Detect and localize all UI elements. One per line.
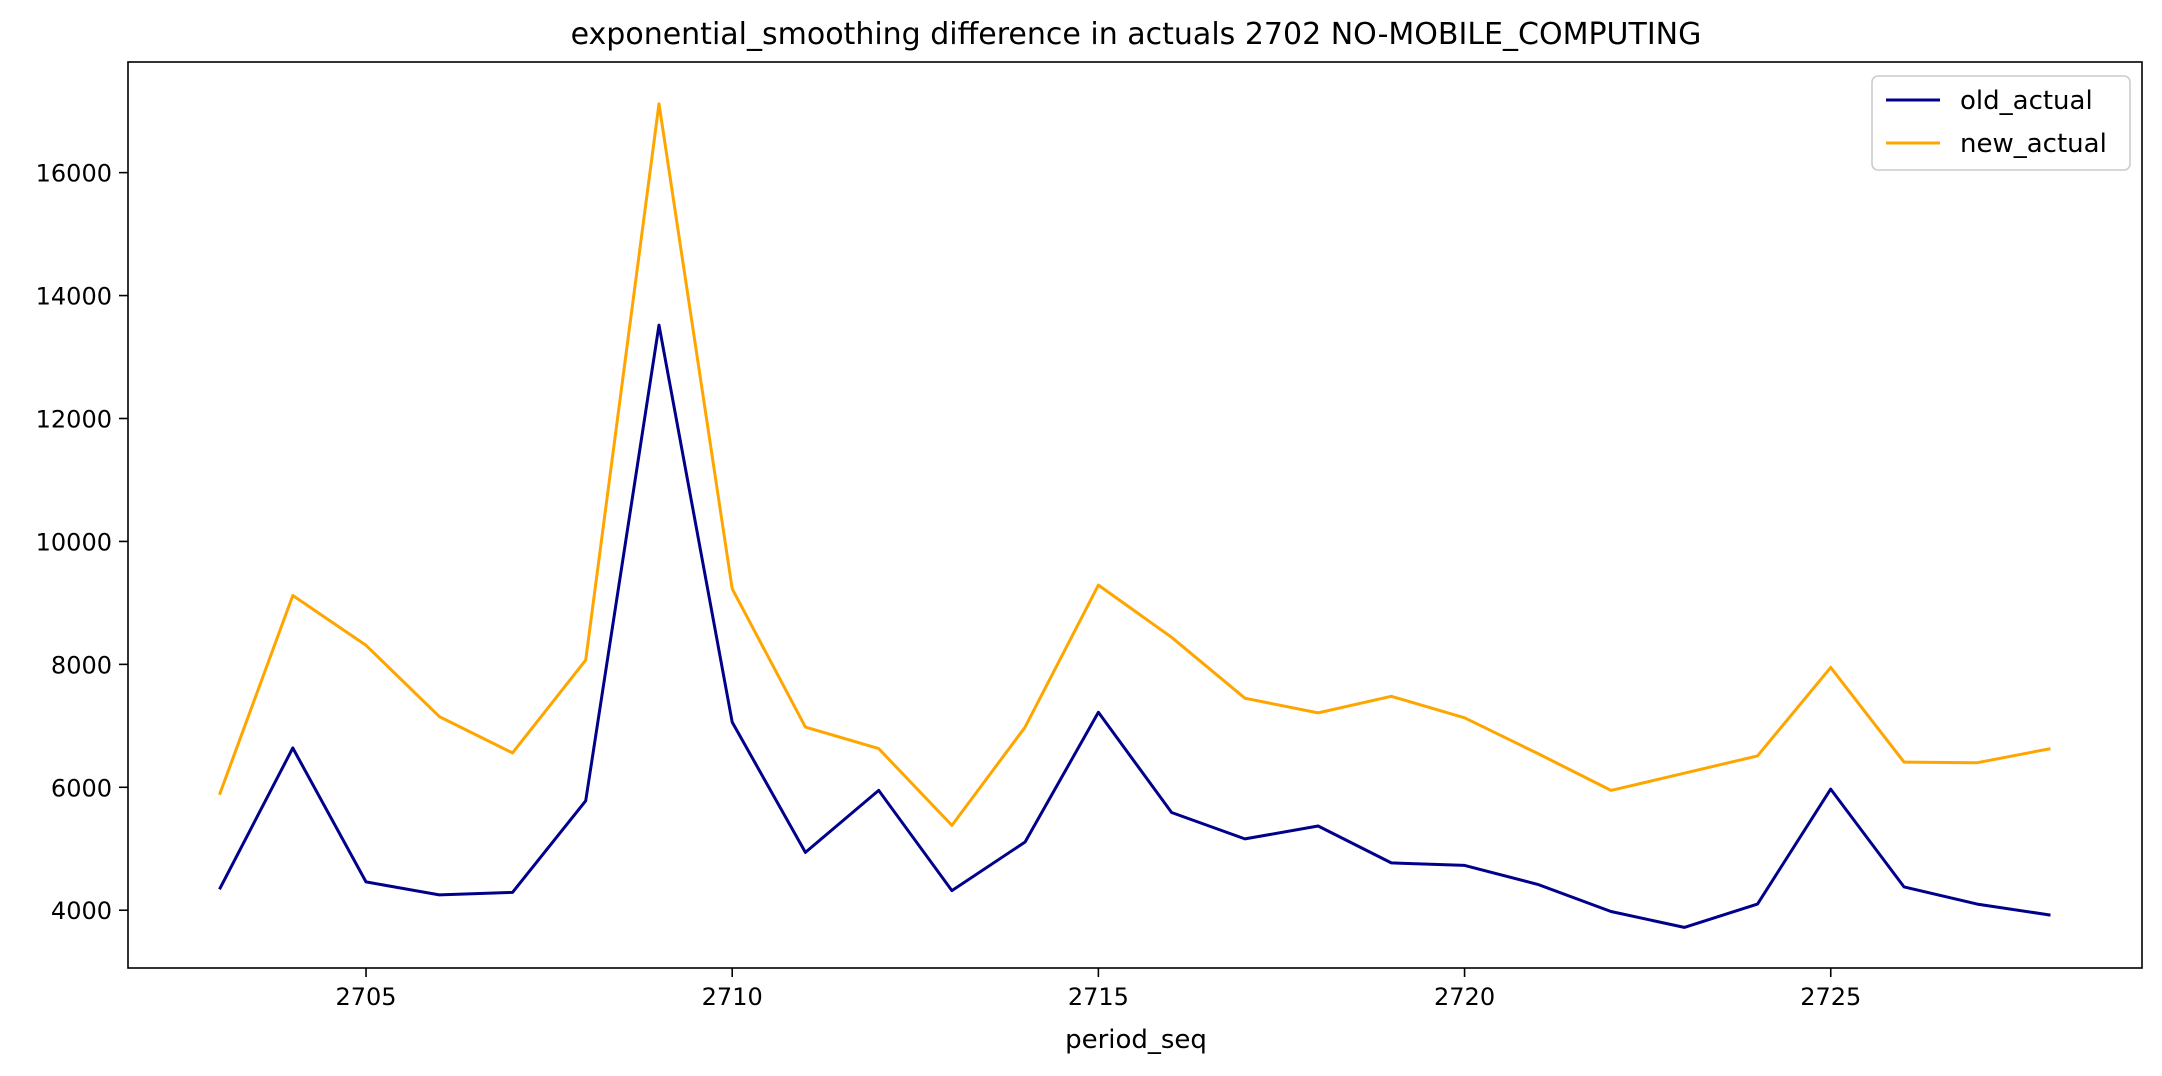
plot-frame (127, 61, 2143, 969)
x-tick-label: 2705 (335, 983, 396, 1011)
y-tick-label: 12000 (36, 405, 112, 433)
y-tick-label: 8000 (51, 651, 112, 679)
chart-title: exponential_smoothing difference in actu… (571, 17, 1702, 52)
y-tick-label: 14000 (36, 283, 112, 311)
legend-label-old_actual: old_actual (1960, 86, 2093, 116)
y-tick-label: 16000 (36, 160, 112, 188)
y-tick-label: 4000 (51, 897, 112, 925)
y-tick-label: 6000 (51, 774, 112, 802)
legend: old_actual new_actual (1871, 75, 2131, 171)
y-tick-label: 10000 (36, 528, 112, 556)
series-line-old_actual (218, 323, 2051, 929)
legend-label-new_actual: new_actual (1960, 129, 2107, 159)
series-line-new_actual (218, 102, 2051, 827)
axes: 2705 2710 2715 2720 2725 4000 6000 8000 10000 120… (36, 61, 2143, 1011)
x-tick-label: 2720 (1434, 983, 1495, 1011)
plot-area (218, 102, 2051, 929)
x-tick-label: 2725 (1800, 983, 1861, 1011)
x-axis-label: period_seq (1065, 1025, 1207, 1055)
x-tick-label: 2715 (1068, 983, 1129, 1011)
x-tick-label: 2710 (702, 983, 763, 1011)
